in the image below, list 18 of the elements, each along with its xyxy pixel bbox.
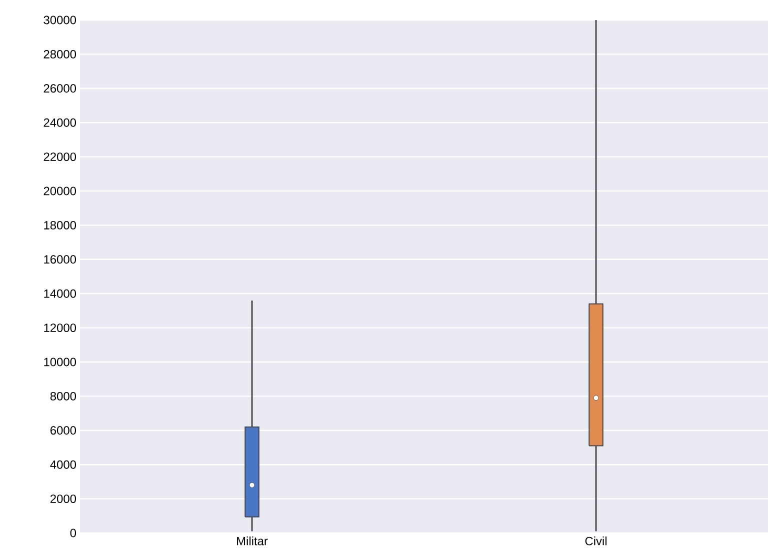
y-tick-label: 16000 (44, 255, 76, 264)
y-tick-label: 22000 (44, 152, 76, 162)
y-tick-label: 26000 (44, 84, 76, 93)
y-tick-label: 18000 (44, 220, 76, 230)
y-tick-label: 12000 (44, 324, 76, 332)
y-tick-label: 2000 (50, 494, 76, 504)
y-tick-label: 24000 (44, 118, 76, 127)
y-tick-label: 10000 (44, 358, 76, 366)
y-tick-label: 8000 (50, 392, 76, 400)
y-tick-label: 14000 (44, 289, 76, 298)
y-tick-label: 20000 (44, 186, 76, 196)
y-tick-label: 6000 (50, 426, 76, 435)
y-tick-label: 4000 (50, 460, 76, 469)
x-tick-label: Civil (585, 536, 606, 546)
x-tick-label: Militar (237, 536, 268, 546)
y-tick-label: 30000 (44, 16, 76, 24)
y-tick-label: 0 (70, 528, 76, 538)
y-tick-label: 28000 (44, 50, 76, 58)
